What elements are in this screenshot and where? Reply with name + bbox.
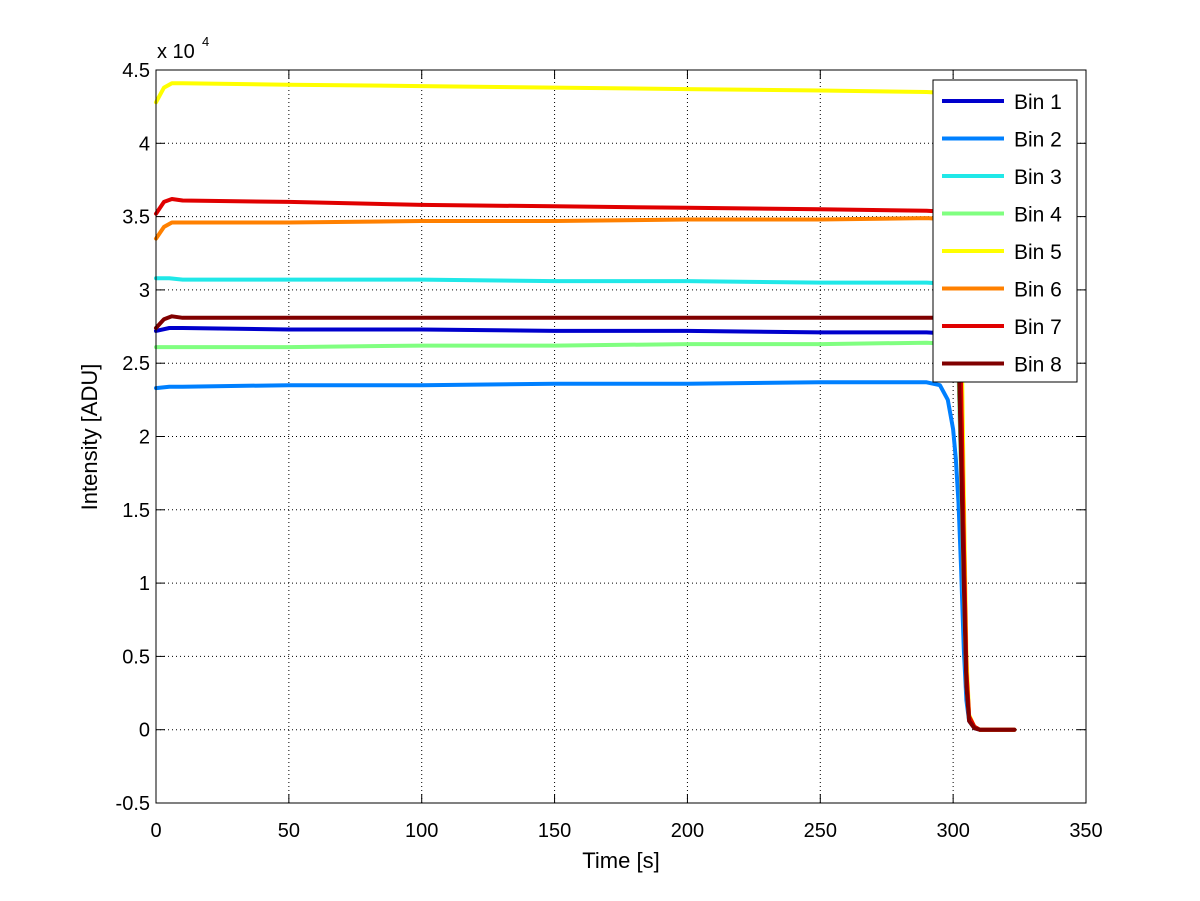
legend-label: Bin 8 bbox=[1014, 354, 1062, 377]
x-tick-label: 250 bbox=[804, 820, 837, 842]
y-tick-label: -0.5 bbox=[116, 793, 150, 815]
x-tick-label: 350 bbox=[1069, 820, 1102, 842]
x-tick-label: 300 bbox=[936, 820, 969, 842]
legend-label: Bin 3 bbox=[1014, 166, 1062, 189]
y-tick-label: 4.5 bbox=[122, 60, 150, 82]
legend-label: Bin 2 bbox=[1014, 129, 1062, 152]
y-tick-label: 2.5 bbox=[122, 353, 150, 375]
legend-label: Bin 7 bbox=[1014, 316, 1062, 339]
y-axis-label: Intensity [ADU] bbox=[77, 364, 102, 511]
legend-label: Bin 4 bbox=[1014, 204, 1062, 227]
legend-label: Bin 5 bbox=[1014, 241, 1062, 264]
y-tick-label: 0.5 bbox=[122, 646, 150, 668]
y-multiplier-base: x 10 bbox=[157, 41, 195, 63]
x-tick-label: 50 bbox=[278, 820, 300, 842]
y-tick-label: 1 bbox=[139, 573, 150, 595]
x-axis-label: Time [s] bbox=[582, 848, 659, 873]
y-tick-label: 2 bbox=[139, 427, 150, 449]
x-tick-label: 200 bbox=[671, 820, 704, 842]
legend-label: Bin 6 bbox=[1014, 279, 1062, 302]
x-tick-label: 100 bbox=[405, 820, 438, 842]
grid bbox=[156, 70, 1086, 803]
x-tick-label: 0 bbox=[150, 820, 161, 842]
tick-labels: 0 50 100 150 200 250 300 350-0.500.511.522.533.… bbox=[116, 60, 1103, 842]
y-tick-label: 3 bbox=[139, 280, 150, 302]
x-tick-label: 150 bbox=[538, 820, 571, 842]
legend: Bin 1 Bin 2 Bin 3 Bin 4 Bin 5 Bin 6 Bin 7 Bin 8 bbox=[932, 79, 1078, 383]
legend-label: Bin 1 bbox=[1014, 91, 1062, 114]
y-tick-label: 4 bbox=[139, 133, 150, 155]
y-multiplier-exponent: 4 bbox=[202, 34, 209, 49]
y-tick-label: 1.5 bbox=[122, 500, 150, 522]
y-tick-label: 0 bbox=[139, 720, 150, 742]
axis-ticks bbox=[155, 69, 1087, 804]
y-tick-label: 3.5 bbox=[122, 207, 150, 229]
legend-box bbox=[932, 79, 1078, 383]
